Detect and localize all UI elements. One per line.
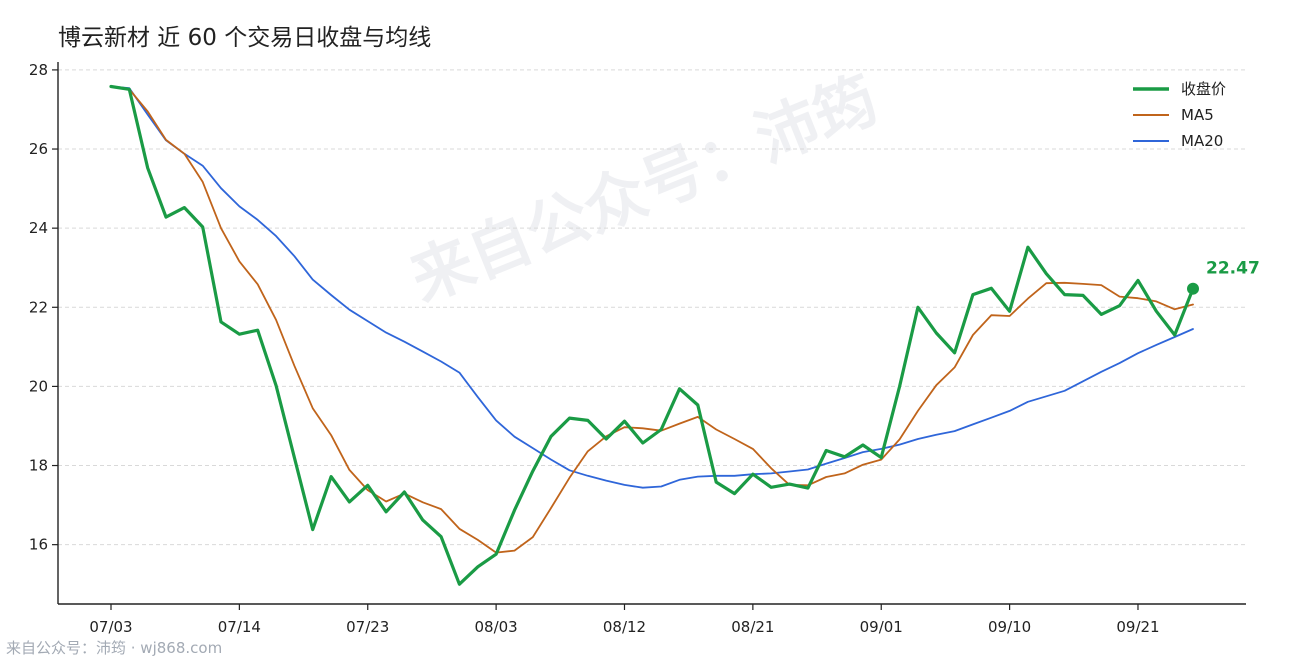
axes: 16 18 20 22 24 26 28 07/03 07/14 07/23 08/03 08/12 0… [29,61,1246,636]
x-tick-label: 07/03 [89,618,132,636]
y-tick-label: 20 [29,377,48,395]
gridlines [58,69,1246,546]
x-tick-label: 07/23 [346,618,389,636]
y-tick-label: 16 [29,536,48,554]
legend-label: 收盘价 [1181,80,1226,98]
y-tick-label: 28 [29,61,48,79]
close-price-line [109,84,1195,586]
y-tick-label: 26 [29,140,48,158]
x-tick-label: 08/12 [603,618,646,636]
last-price-label: 22.47 [1206,259,1260,279]
x-tick-label: 08/03 [475,618,518,636]
y-tick-label: 24 [29,219,48,237]
series-lines: 22.47 [109,84,1260,586]
ma5-line [110,85,1194,554]
ma20-line [110,85,1194,489]
x-tick-label: 07/14 [218,618,261,636]
x-tick-label: 09/10 [988,618,1031,636]
y-tick-label: 18 [29,457,48,475]
x-tick-label: 08/21 [731,618,774,636]
y-tick-label: 22 [29,298,48,316]
footer-credit: 来自公众号：沛筠 · wj868.com [6,639,223,657]
legend-label: MA20 [1181,132,1223,150]
last-price-marker [1187,282,1199,295]
chart-title: 博云新材 近 60 个交易日收盘与均线 [58,25,432,51]
x-tick-label: 09/01 [860,618,903,636]
legend: 收盘价 MA5 MA20 [1133,80,1226,150]
x-tick-label: 09/21 [1116,618,1159,636]
legend-label: MA5 [1181,106,1214,124]
